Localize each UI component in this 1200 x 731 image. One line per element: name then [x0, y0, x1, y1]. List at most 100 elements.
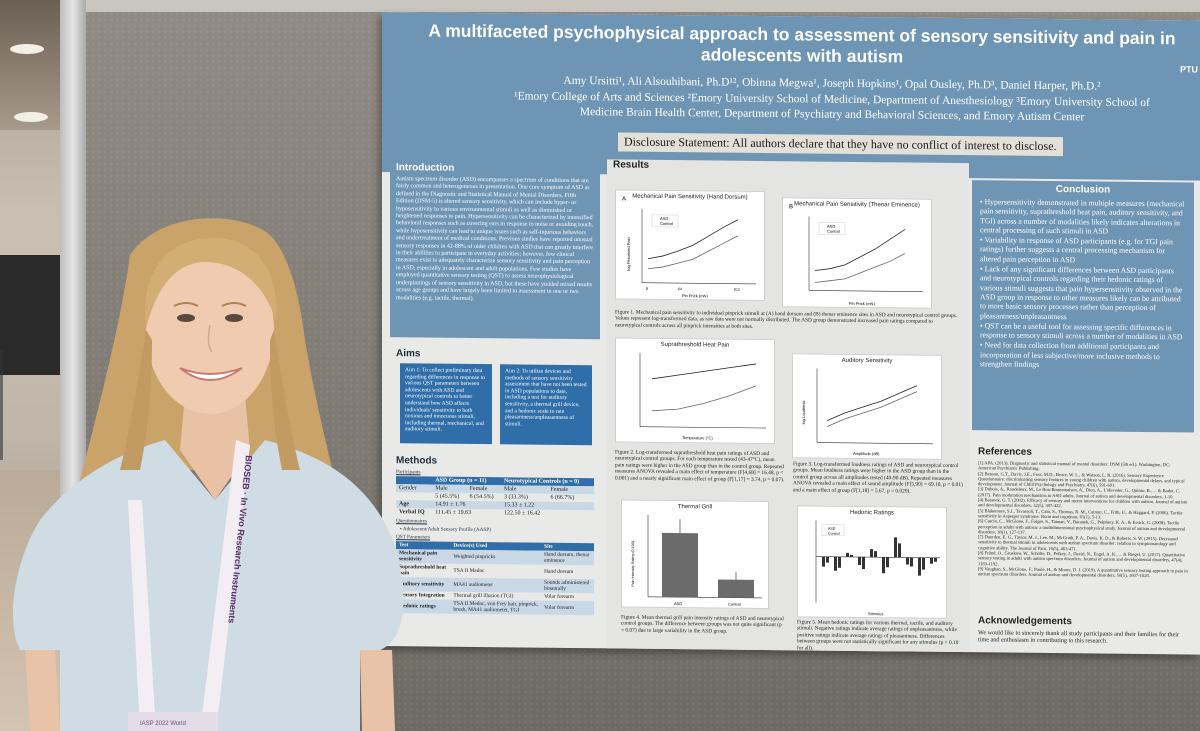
reference-item: [9] Vaughan, S., McGlone, F., Poole, H.,…: [978, 566, 1188, 579]
introduction-text: Autism spectrum disorder (ASD) encompass…: [396, 176, 594, 302]
conclusion-list: • Hypersensitivity demonstrated in multi…: [972, 197, 1194, 371]
bar-asd: [662, 532, 698, 598]
shirt: [12, 440, 404, 731]
aims-heading: Aims: [396, 348, 421, 360]
black-curtain: [0, 255, 70, 375]
results-heading: Results: [613, 159, 650, 171]
hair-strand: [120, 330, 152, 470]
hair-strand: [270, 330, 300, 470]
face: [146, 246, 274, 414]
y-axis-label: log Loudness: [801, 401, 806, 425]
conclusion-text: Hypersensitivity demonstrated in multipl…: [980, 197, 1185, 236]
aim-2-card: Aim 2: To utilize devices and methods of…: [500, 364, 592, 446]
conclusion-text: Variability in response of ASD participa…: [980, 235, 1173, 265]
poster-board-frame: [86, 0, 1200, 12]
y-axis-label: log Perceived Pain: [626, 237, 631, 270]
references-section: References [1] APA. (2013). Diagnostic a…: [972, 443, 1194, 611]
figure-4-caption: Figure 4. Mean thermal grill pain intens…: [621, 614, 784, 635]
figure-1b-plot: B ASD Control Pin Prick (mN): [789, 204, 923, 306]
y-axis-label: Pain Intensity Rating (0-100): [631, 541, 635, 587]
legend-asd: ASD: [660, 216, 668, 221]
tick-label: 64: [678, 287, 682, 291]
badge-text: IASP 2022 World: [140, 721, 186, 727]
smile: [179, 367, 243, 381]
lanyard-left: [128, 500, 156, 731]
table-cell: Weighted pinpricks: [453, 553, 496, 561]
methods-heading: Methods: [396, 455, 438, 467]
figure-2-caption: Figure 2. Log-transformed suprathreshold…: [615, 449, 785, 483]
x-axis-label: Pin Prick (mN): [682, 293, 708, 298]
list-item: • Lack of any significant differences be…: [980, 264, 1183, 321]
acknowledgements-section: Acknowledgements We would like to sincer…: [972, 611, 1194, 654]
right-eyebrow: [221, 302, 247, 307]
conclusion-text: QST can be a useful tool for assessing s…: [980, 321, 1183, 342]
figure-1a: Mechanical Pain Sensitivity (Hand Dorsum…: [615, 189, 765, 302]
acknowledgements-heading: Acknowledgements: [978, 615, 1072, 628]
ceiling-light: [14, 112, 48, 122]
figure-panel-letter: A: [622, 197, 626, 203]
poster-number: PTU: [1180, 64, 1198, 75]
arm: [360, 650, 395, 731]
legend-asd: ASD: [828, 527, 836, 531]
figure-5-plot: ASD Control Stimulus: [815, 520, 940, 616]
aims-section: Aims Aim 1: To collect preliminary data …: [390, 345, 600, 451]
badge: [128, 712, 218, 731]
figure-panel-letter: B: [789, 204, 793, 210]
results-section: Results Mechanical Pain Sensitivity (Han…: [607, 159, 969, 655]
table-cell: Sounds administered binaurally: [544, 579, 590, 593]
hedonic-bars: [822, 537, 937, 576]
figure-5: Hedonic Ratings ASD Co: [797, 505, 947, 619]
legend-control: Control: [660, 221, 673, 226]
legend-control: Control: [827, 229, 840, 234]
figure-5-caption: Figure 5. Mean hedonic ratings for vario…: [797, 619, 959, 652]
figure-1b: Mechanical Pain Sensitivity (Thenar Emin…: [782, 197, 932, 309]
participants-table: ASD Group (n = 11) Neurotypical Controls…: [396, 476, 594, 518]
x-axis-label: Amplitude (dB): [853, 451, 880, 456]
arm: [25, 650, 60, 731]
figure-4-plot: ASD Control Pain Intensity Rating (0-100…: [631, 514, 762, 607]
left-eye: [177, 314, 195, 322]
introduction-heading: Introduction: [396, 162, 455, 174]
acknowledgements-text: We would like to sincerely thank all stu…: [978, 629, 1180, 646]
ceiling-light: [10, 44, 44, 54]
poster-title: A multifaceted psychophysical approach t…: [428, 20, 1176, 67]
x-axis-label: Temperature (°C): [682, 435, 713, 440]
figure-3-plot: Amplitude (dB) log Loudness: [801, 368, 933, 456]
references-list: [1] APA. (2013). Diagnostic and statisti…: [972, 460, 1194, 579]
figure-1a-plot: A ASD Control 8 64 512 Pin Prick (mN) lo…: [622, 197, 756, 298]
bar-control: [718, 579, 754, 598]
presenter-person: BIOSEB · In Vivo Research Instruments IA…: [12, 218, 404, 731]
table-cell: TSA II Medoc: [453, 567, 485, 575]
table-cell: 111.45 ± 19.63: [435, 509, 472, 517]
left-eyebrow: [173, 302, 199, 307]
introduction-section: Introduction Autism spectrum disorder (A…: [390, 159, 600, 340]
figure-3: Auditory Sensitivity Amplitude (dB) log …: [792, 353, 942, 460]
figure-3-caption: Figure 3. Log-transformed loudness ratin…: [793, 461, 963, 495]
figure-2: Suprathreshold Heat Pain Temperature (°C…: [615, 337, 775, 445]
qst-table: Test Device(s) Used Site Mechanical pain…: [396, 541, 594, 616]
x-axis-label: Pin Prick (mN): [849, 301, 875, 306]
research-poster: A multifaceted psychophysical approach t…: [382, 12, 1200, 655]
conclusion-text: Need for data collection from additional…: [980, 340, 1160, 369]
table-cell: TSA II Medoc, von Frey hair, pinprick, b…: [453, 600, 539, 614]
table-cell: Hand dorsum: [544, 568, 574, 576]
tick-label: 8: [646, 287, 648, 291]
list-item: • Need for data collection from addition…: [980, 340, 1160, 369]
hair-bangs: [144, 237, 277, 330]
table-cell: Volar forearm: [544, 604, 575, 612]
figure-2-plot: Temperature (°C): [639, 352, 766, 440]
x-category-asd: ASD: [674, 601, 682, 606]
conclusion-section: Conclusion • Hypersensitivity demonstrat…: [972, 180, 1194, 433]
figure-1-caption: Figure 1. Mechanical pain sensitivity to…: [615, 309, 958, 330]
table-cell: Hand dorsum, thenar eminence: [544, 551, 590, 565]
tick-label: 512: [734, 288, 740, 292]
x-category-control: Control: [728, 602, 741, 607]
list-item: • Variability in response of ASD partici…: [980, 235, 1173, 265]
nose: [207, 324, 213, 353]
table-cell: 122.50 ± 16.42: [503, 510, 541, 517]
methods-section: Methods Participants ASD Group (n = 11) …: [390, 452, 600, 645]
right-eye: [225, 314, 243, 322]
x-axis-label: Stimulus: [868, 611, 883, 616]
list-item: • Hypersensitivity demonstrated in multi…: [980, 197, 1185, 236]
legend-control: Control: [828, 532, 840, 536]
